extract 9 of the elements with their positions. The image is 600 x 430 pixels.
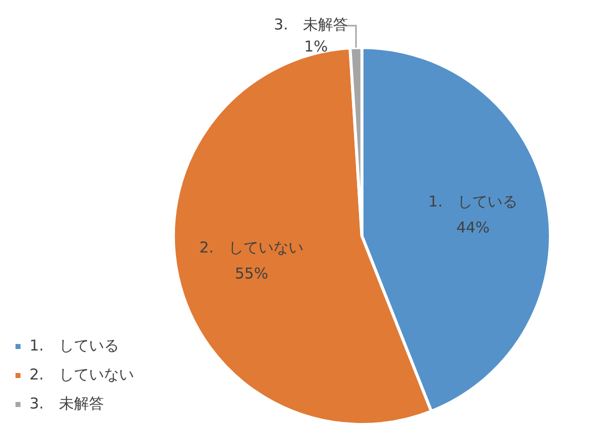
data-label: 44% — [456, 218, 490, 237]
slice-label: 2. していない — [199, 238, 304, 257]
legend-label: 2. していない — [30, 365, 134, 384]
slice-label: 1. している — [428, 192, 518, 211]
legend-label: 3. 未解答 — [30, 394, 104, 412]
data-label: 1% — [304, 37, 328, 56]
data-label: 55% — [234, 264, 268, 283]
slice-label: 3. 未解答 — [274, 15, 348, 34]
legend-label: 1. している — [30, 336, 119, 354]
